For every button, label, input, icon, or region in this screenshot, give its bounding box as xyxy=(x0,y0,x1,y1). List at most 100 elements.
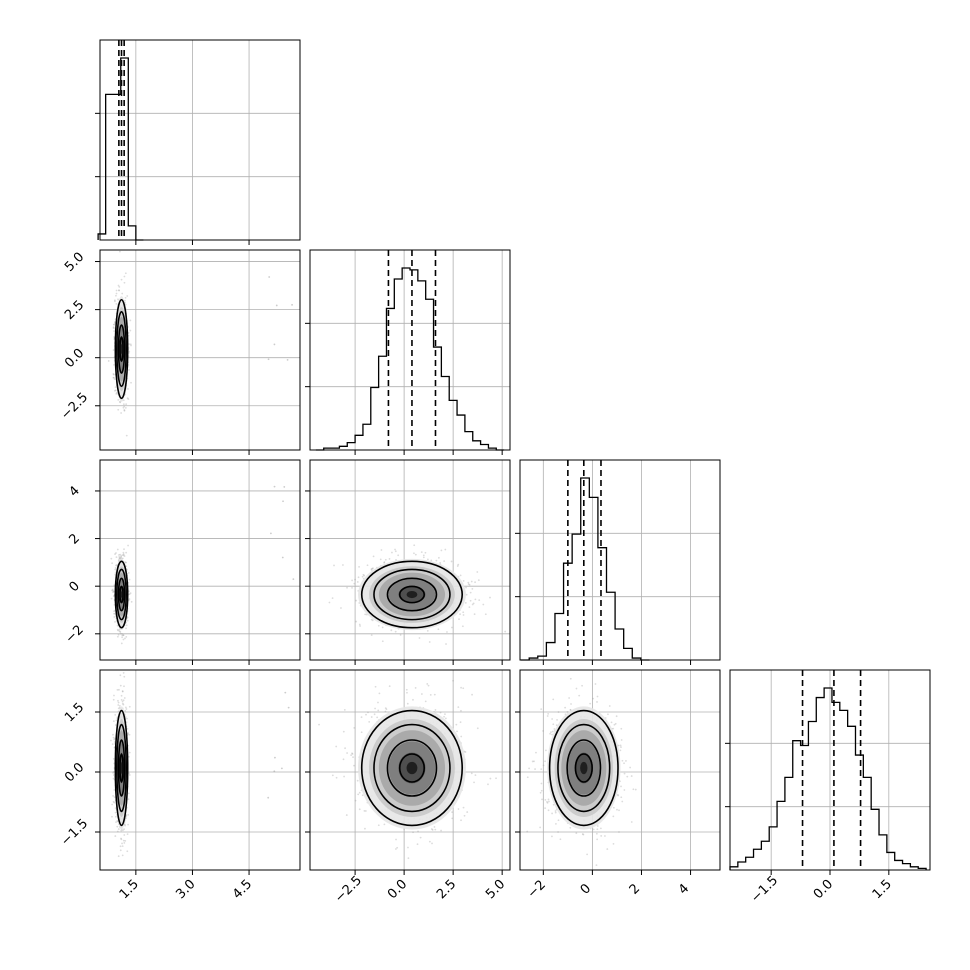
scatter-point xyxy=(113,363,115,366)
scatter-point xyxy=(122,551,125,554)
scatter-point xyxy=(118,289,121,292)
scatter-point xyxy=(113,616,116,618)
contour-line-1 xyxy=(373,723,451,813)
scatter-point xyxy=(414,553,417,556)
scatter-point xyxy=(361,794,364,797)
scatter-point xyxy=(547,712,550,715)
scatter-point xyxy=(121,666,123,668)
scatter-point xyxy=(125,627,127,630)
scatter-point xyxy=(284,691,287,694)
scatter-point xyxy=(127,398,130,401)
scatter-point xyxy=(115,564,117,567)
histogram-step-line xyxy=(520,477,650,661)
scatter-point xyxy=(459,721,462,724)
scatter-point xyxy=(110,739,112,742)
scatter-point xyxy=(444,717,447,720)
scatter-point xyxy=(114,567,117,569)
scatter-point xyxy=(343,775,346,778)
scatter-point xyxy=(124,299,126,302)
scatter-point xyxy=(126,295,129,297)
density-level xyxy=(120,761,123,775)
contour-line-1 xyxy=(116,310,127,388)
scatter-point xyxy=(119,849,122,852)
scatter-point xyxy=(539,826,542,829)
scatter-point xyxy=(618,809,620,812)
scatter-point xyxy=(119,845,122,848)
scatter-point xyxy=(126,667,128,669)
scatter-point xyxy=(474,581,476,584)
scatter-point xyxy=(451,817,454,820)
scatter-point xyxy=(462,687,465,690)
scatter-panel-4 xyxy=(305,669,511,871)
scatter-point xyxy=(112,326,115,329)
scatter-point xyxy=(116,563,119,566)
scatter-point xyxy=(552,803,555,806)
scatter-point xyxy=(368,721,371,723)
scatter-point xyxy=(469,591,472,594)
contour-line-2 xyxy=(386,739,438,797)
scatter-point xyxy=(445,643,447,645)
scatter-point xyxy=(359,625,361,627)
scatter-point xyxy=(126,568,128,571)
scatter-point xyxy=(123,842,126,844)
scatter-point xyxy=(121,557,124,560)
scatter-point xyxy=(426,629,429,632)
scatter-point xyxy=(122,553,125,556)
scatter-point xyxy=(124,839,127,842)
scatter-point xyxy=(333,564,335,567)
scatter-point xyxy=(113,796,116,799)
scatter-point xyxy=(268,276,271,278)
scatter-point xyxy=(122,839,125,842)
scatter-point xyxy=(120,829,123,832)
scatter-point xyxy=(615,715,618,718)
scatter-point xyxy=(620,796,623,799)
panel-frame xyxy=(99,249,301,451)
scatter-point xyxy=(127,798,130,801)
scatter-point xyxy=(394,548,396,551)
scatter-point xyxy=(371,567,374,570)
scatter-point xyxy=(390,629,393,632)
scatter-point xyxy=(121,636,124,639)
scatter-point xyxy=(281,556,284,559)
scatter-point xyxy=(612,806,615,809)
scatter-point xyxy=(120,838,123,841)
scatter-point xyxy=(112,800,115,803)
scatter-point xyxy=(125,708,128,710)
scatter-point xyxy=(377,701,379,704)
scatter-point xyxy=(364,810,367,812)
scatter-point xyxy=(282,500,284,503)
scatter-point xyxy=(335,776,338,779)
scatter-point xyxy=(342,564,344,566)
scatter-point xyxy=(112,372,115,375)
scatter-point xyxy=(550,731,552,734)
scatter-point xyxy=(112,795,114,797)
scatter-point xyxy=(437,556,440,559)
contour-line-0 xyxy=(114,298,129,400)
scatter-point xyxy=(459,574,462,577)
scatter-point xyxy=(115,289,118,292)
scatter-point xyxy=(120,278,123,281)
scatter-point xyxy=(444,713,446,716)
scatter-point xyxy=(619,749,622,752)
scatter-point xyxy=(340,607,342,609)
scatter-point xyxy=(358,565,360,568)
scatter-point xyxy=(363,810,366,812)
scatter-point xyxy=(123,409,126,412)
scatter-point xyxy=(112,349,115,351)
scatter-point xyxy=(118,630,121,633)
density-level xyxy=(120,590,123,599)
density-level xyxy=(406,761,418,775)
scatter-point xyxy=(356,581,359,583)
contour-line-3 xyxy=(398,753,426,783)
scatter-point xyxy=(115,302,118,305)
scatter-point xyxy=(555,822,557,825)
scatter-point xyxy=(353,764,355,767)
scatter-point xyxy=(114,621,116,623)
histogram-step-line xyxy=(315,267,505,451)
scatter-point xyxy=(596,825,599,827)
scatter-point xyxy=(377,624,380,627)
scatter-point xyxy=(318,723,320,726)
scatter-point xyxy=(291,303,293,306)
scatter-point xyxy=(429,693,432,696)
scatter-point xyxy=(358,808,361,811)
